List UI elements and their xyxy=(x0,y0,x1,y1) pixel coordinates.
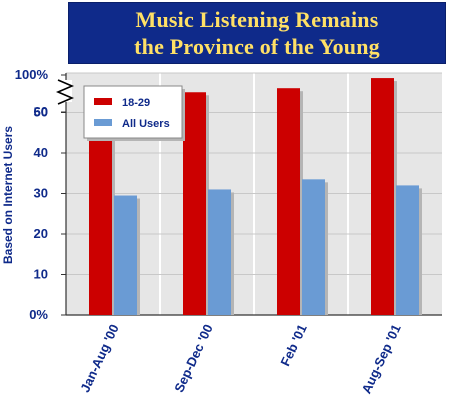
legend-swatch xyxy=(94,98,112,105)
x-tick-label: Jan-Aug '00 xyxy=(77,322,122,395)
y-tick-label: 0% xyxy=(29,307,48,322)
y-tick-label: 20 xyxy=(34,226,48,241)
y-tick-label: 40 xyxy=(34,145,48,160)
y-axis-label: Based on Internet Users xyxy=(1,126,15,264)
y-tick-label: 10 xyxy=(34,267,48,282)
chart-title: Music Listening Remains the Province of … xyxy=(68,2,446,64)
legend-label: All Users xyxy=(122,118,170,130)
y-tick-label: 50 xyxy=(34,105,48,120)
bar-18-29 xyxy=(371,78,394,315)
bar-18-29 xyxy=(89,124,112,316)
bar-18-29 xyxy=(277,88,300,315)
axis-break-icon xyxy=(55,79,75,105)
bar-all-users xyxy=(396,185,419,315)
axis-break-gap xyxy=(62,80,72,102)
bar-all-users xyxy=(302,179,325,315)
y-tick-label: 60 xyxy=(34,104,48,119)
x-tick-label: Sep-Dec '00 xyxy=(171,322,216,395)
chart-title-line-2: the Province of the Young xyxy=(134,34,380,59)
y-tick-label: 30 xyxy=(34,186,48,201)
bar-18-29 xyxy=(183,92,206,315)
x-tick-label: Aug-Sep '01 xyxy=(359,322,404,396)
chart-title-line-1: Music Listening Remains xyxy=(135,7,379,32)
legend-box xyxy=(83,85,183,139)
legend-swatch xyxy=(94,119,112,126)
legend-label: 18-29 xyxy=(122,97,150,109)
bar-all-users xyxy=(208,189,231,315)
y-tick-label: 100% xyxy=(15,67,49,82)
x-tick-label: Feb '01 xyxy=(277,322,309,368)
bar-all-users xyxy=(114,195,137,315)
